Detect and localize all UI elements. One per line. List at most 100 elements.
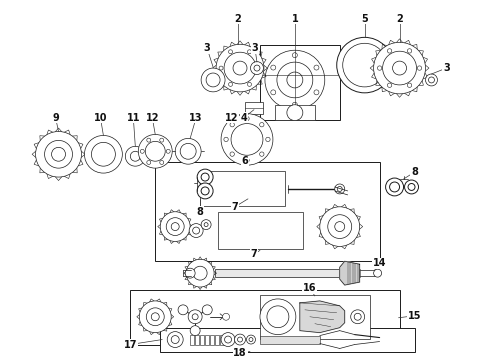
Circle shape [228,50,233,54]
Bar [215,334,219,345]
Circle shape [189,224,203,238]
Circle shape [337,186,342,192]
Circle shape [224,137,228,141]
Circle shape [222,313,229,320]
Circle shape [238,337,243,342]
Circle shape [51,147,66,161]
Circle shape [201,220,211,230]
Circle shape [160,138,164,142]
Text: 12: 12 [146,113,159,123]
Text: 7: 7 [232,202,239,212]
Bar [260,295,369,338]
Circle shape [197,169,213,185]
Circle shape [188,310,202,324]
Circle shape [171,336,179,343]
Circle shape [192,314,198,320]
Circle shape [92,143,115,166]
Circle shape [147,138,151,142]
Circle shape [250,62,264,75]
Text: 6: 6 [242,156,248,166]
Circle shape [245,158,249,162]
Bar [195,334,199,345]
Text: 8: 8 [196,207,203,217]
Circle shape [224,52,256,84]
Circle shape [407,49,412,53]
Circle shape [228,82,233,86]
Circle shape [201,187,209,195]
Circle shape [337,37,392,93]
Circle shape [246,335,255,344]
Circle shape [417,66,422,70]
Text: 14: 14 [373,258,387,268]
Circle shape [266,137,270,141]
Circle shape [267,306,289,328]
Circle shape [260,152,264,156]
Text: 7: 7 [250,249,257,259]
Circle shape [343,43,387,87]
Circle shape [216,44,264,92]
Text: 3: 3 [443,63,450,73]
Text: 2: 2 [235,14,242,23]
Circle shape [202,305,212,315]
Circle shape [130,151,140,161]
Circle shape [265,50,325,110]
Bar [220,334,224,345]
Circle shape [221,333,235,346]
Text: 8: 8 [411,167,418,177]
Circle shape [230,152,234,156]
Text: 10: 10 [94,113,107,123]
Bar [130,290,399,345]
Circle shape [180,143,196,159]
Text: 3: 3 [251,43,258,53]
Circle shape [231,123,263,155]
Circle shape [178,305,188,315]
Bar [260,336,320,343]
Bar [200,334,204,345]
Text: 4: 4 [241,113,247,123]
Text: 3: 3 [204,43,211,53]
Text: 2: 2 [396,14,403,23]
Circle shape [138,134,172,168]
Circle shape [166,218,184,235]
Circle shape [390,182,399,192]
Bar [275,105,315,120]
Circle shape [293,102,297,107]
Circle shape [287,72,303,88]
Text: 9: 9 [52,113,59,123]
Circle shape [235,334,245,345]
Circle shape [233,61,247,75]
Circle shape [260,122,264,127]
Text: 18: 18 [233,348,247,359]
Bar [200,171,285,206]
Circle shape [328,215,352,238]
Circle shape [247,82,251,86]
Text: 15: 15 [408,311,421,321]
Circle shape [320,207,360,246]
Circle shape [145,141,165,161]
Circle shape [36,131,81,177]
Circle shape [139,301,171,333]
Circle shape [147,161,151,165]
Circle shape [293,53,297,58]
Circle shape [45,140,73,168]
Circle shape [160,212,190,242]
Circle shape [219,66,223,70]
Circle shape [428,77,435,83]
Bar [245,102,263,114]
Circle shape [254,65,260,71]
Circle shape [204,222,208,226]
Bar [260,45,340,120]
Circle shape [335,184,345,194]
Circle shape [314,90,319,95]
Circle shape [383,51,416,85]
Circle shape [287,105,303,121]
Circle shape [230,122,234,127]
Circle shape [354,313,361,320]
Text: 17: 17 [123,339,137,350]
Circle shape [408,184,415,190]
Bar [190,334,194,345]
Circle shape [407,83,412,87]
Circle shape [388,83,392,87]
Circle shape [175,138,201,164]
Circle shape [201,68,225,92]
